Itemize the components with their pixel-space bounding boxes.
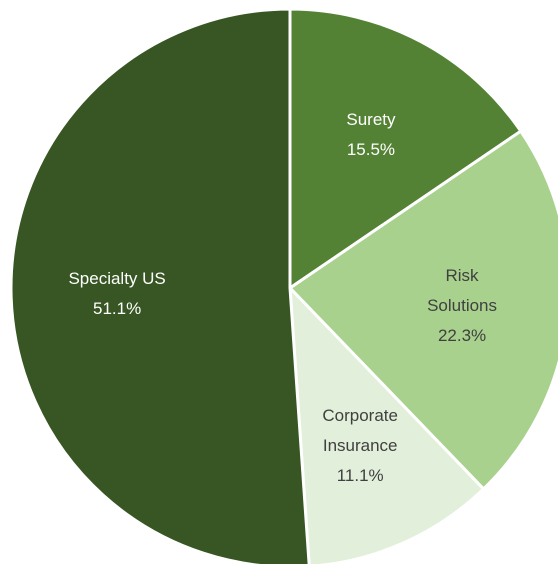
pie-slice [288, 7, 523, 291]
slice-label: Specialty US 51.1% [68, 264, 165, 324]
category-name: Specialty US [68, 268, 166, 288]
pie-slice [9, 7, 311, 564]
category-name: Surety [346, 110, 396, 130]
value-label: 11.1% [336, 466, 384, 486]
category-name: Corporate Insurance [322, 406, 398, 456]
slice-label: Corporate Insurance 11.1% [290, 401, 430, 491]
slice-label: Surety 15.5% [346, 105, 395, 165]
pie-slice [288, 283, 486, 564]
category-name: Risk Solutions [427, 265, 498, 315]
slice-label: Risk Solutions 22.3% [414, 261, 510, 351]
pie-slice [287, 129, 558, 492]
value-label: 51.1% [93, 298, 142, 318]
value-label: 22.3% [437, 325, 487, 345]
value-label: 15.5% [346, 140, 396, 160]
